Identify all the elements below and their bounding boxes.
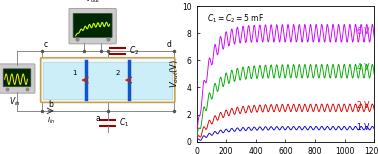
Text: $C_2$: $C_2$ xyxy=(129,45,139,57)
Text: 4 V: 4 V xyxy=(357,63,370,72)
Text: $C_1$: $C_1$ xyxy=(119,117,129,130)
Text: 2 V: 2 V xyxy=(358,101,370,110)
FancyBboxPatch shape xyxy=(0,64,35,93)
FancyBboxPatch shape xyxy=(43,62,85,99)
Y-axis label: $V_{out}$(V): $V_{out}$(V) xyxy=(168,59,181,89)
FancyBboxPatch shape xyxy=(87,62,129,99)
Text: $I_{in}$: $I_{in}$ xyxy=(47,116,55,126)
Text: $C_1 = C_2 = 5$ mF: $C_1 = C_2 = 5$ mF xyxy=(207,13,265,25)
FancyBboxPatch shape xyxy=(3,69,31,87)
Text: b: b xyxy=(48,100,53,109)
Text: c: c xyxy=(43,40,48,49)
Text: d: d xyxy=(167,40,172,49)
FancyBboxPatch shape xyxy=(73,13,112,37)
Text: $V_{in}$: $V_{in}$ xyxy=(9,95,21,108)
Text: 6 V: 6 V xyxy=(357,27,370,36)
Text: 1: 1 xyxy=(73,70,77,76)
FancyBboxPatch shape xyxy=(41,58,175,102)
Text: a: a xyxy=(96,114,101,123)
FancyBboxPatch shape xyxy=(69,8,116,44)
Text: $V_{out}$: $V_{out}$ xyxy=(85,0,101,5)
Text: 2: 2 xyxy=(116,70,120,76)
FancyBboxPatch shape xyxy=(130,62,172,99)
Text: 1 V: 1 V xyxy=(358,123,370,132)
